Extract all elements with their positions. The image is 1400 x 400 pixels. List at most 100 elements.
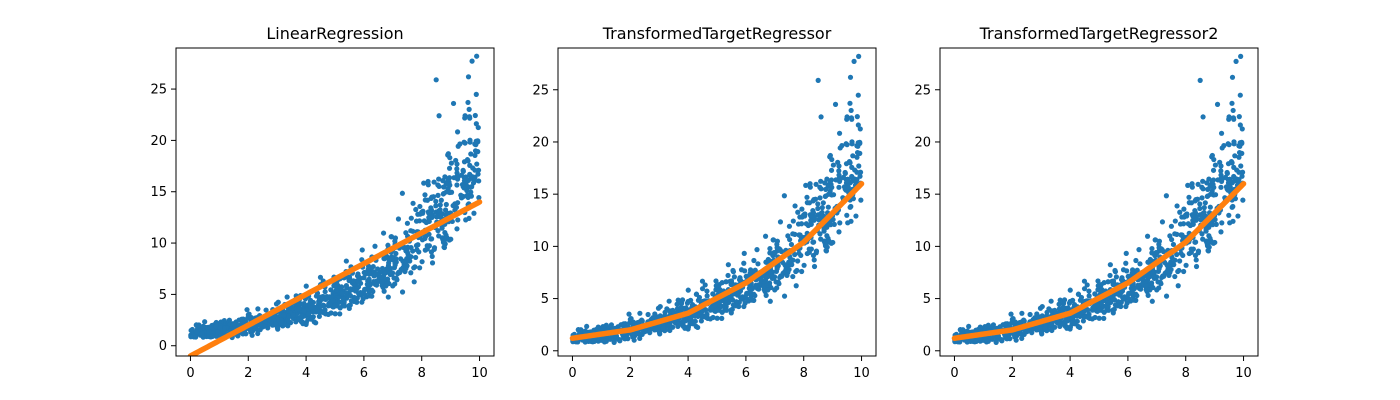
scatter-point	[582, 339, 588, 345]
scatter-point	[392, 262, 398, 268]
scatter-point	[792, 203, 798, 209]
scatter-point	[463, 181, 469, 188]
scatter-point	[813, 248, 820, 254]
scatter-point	[462, 113, 468, 119]
scatter-point	[847, 74, 854, 80]
scatter-point	[1081, 278, 1088, 284]
scatter-point	[1013, 337, 1019, 343]
scatter-point	[1134, 267, 1140, 273]
scatter-point	[1219, 176, 1225, 182]
scatter-point	[820, 200, 826, 206]
x-tick-label: 8	[800, 366, 808, 381]
scatter-point	[188, 334, 194, 340]
scatter-point	[1019, 310, 1025, 316]
scatter-point	[692, 313, 698, 319]
scatter-point	[473, 121, 479, 127]
scatter-point	[445, 151, 451, 157]
x-tick-label: 0	[950, 366, 958, 381]
scatter-point	[611, 338, 617, 344]
scatter-point	[1177, 221, 1184, 227]
scatter-point	[440, 191, 446, 197]
scatter-point	[1181, 206, 1187, 212]
scatter-point	[602, 338, 608, 344]
scatter-point	[404, 220, 411, 226]
scatter-point	[217, 325, 223, 331]
scatter-point	[713, 278, 719, 284]
scatter-point	[786, 259, 792, 265]
scatter-point	[1038, 329, 1044, 335]
scatter-point	[466, 114, 473, 120]
scatter-point	[1186, 200, 1192, 206]
scatter-point	[797, 232, 803, 238]
scatter-point	[362, 269, 368, 276]
scatter-point	[1110, 310, 1116, 316]
scatter-point	[1072, 321, 1078, 327]
scatter-point	[818, 114, 824, 120]
scatter-point	[637, 335, 643, 341]
scatter-point	[367, 293, 373, 299]
scatter-point	[473, 91, 479, 97]
x-tick-label: 10	[853, 366, 870, 381]
scatter-point	[684, 300, 691, 306]
scatter-point	[421, 218, 427, 224]
scatter-point	[1205, 241, 1211, 247]
scatter-point	[473, 138, 479, 144]
scatter-point	[1204, 180, 1210, 186]
scatter-point	[442, 230, 448, 236]
scatter-point	[1238, 163, 1244, 169]
scatter-point	[854, 114, 860, 120]
scatter-point	[788, 241, 795, 248]
scatter-point	[575, 327, 581, 333]
scatter-point	[699, 278, 706, 284]
scatter-point	[999, 337, 1005, 343]
scatter-point	[842, 170, 848, 177]
scatter-point	[1021, 317, 1027, 323]
scatter-point	[850, 196, 856, 202]
x-tick-label: 4	[684, 366, 692, 381]
y-tick-label: 5	[159, 288, 167, 303]
scatter-point	[622, 336, 628, 342]
chart-title: TransformedTargetRegressor	[602, 24, 832, 43]
scatter-point	[1200, 114, 1206, 120]
scatter-point	[660, 325, 666, 331]
scatter-point	[821, 226, 827, 233]
y-tick-label: 20	[914, 135, 931, 150]
scatter-point	[472, 167, 478, 173]
scatter-point	[678, 301, 685, 307]
scatter-point	[836, 229, 842, 235]
scatter-point	[390, 283, 396, 289]
scatter-point	[202, 319, 208, 325]
scatter-point	[728, 310, 734, 316]
scatter-point	[1240, 197, 1246, 203]
scatter-point	[645, 311, 651, 318]
scatter-point	[1227, 184, 1233, 190]
scatter-point	[823, 241, 829, 247]
scatter-point	[467, 139, 473, 145]
scatter-point	[1167, 269, 1173, 275]
scatter-point	[421, 180, 427, 186]
scatter-point	[1147, 287, 1153, 293]
chart-title: TransformedTargetRegressor2	[979, 24, 1219, 43]
scatter-point	[1197, 77, 1203, 83]
scatter-point	[779, 273, 785, 279]
scatter-point	[731, 274, 738, 280]
scatter-point	[371, 278, 377, 285]
scatter-point	[795, 209, 801, 215]
scatter-point	[469, 58, 475, 64]
scatter-point	[1008, 311, 1014, 317]
scatter-point	[785, 269, 791, 275]
scatter-point	[1126, 273, 1132, 279]
scatter-point	[455, 217, 461, 223]
scatter-point	[1177, 209, 1183, 215]
y-tick-label: 0	[159, 339, 167, 354]
scatter-point	[857, 150, 863, 156]
scatter-point	[313, 320, 319, 326]
scatter-point	[849, 141, 855, 147]
scatter-point	[1027, 311, 1033, 318]
scatter-point	[595, 338, 601, 344]
scatter-point	[413, 206, 419, 213]
scatter-point	[307, 297, 314, 303]
scatter-point	[343, 258, 349, 264]
scatter-point	[1086, 293, 1092, 299]
y-tick-label: 15	[914, 188, 931, 203]
